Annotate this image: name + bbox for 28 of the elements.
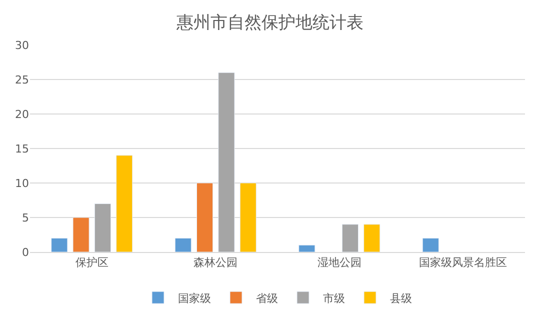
legend-label: 市级 <box>323 292 345 305</box>
bar <box>174 238 192 252</box>
legend-label: 国家级 <box>178 292 211 305</box>
y-tick-label: 25 <box>15 73 29 86</box>
legend-label: 省级 <box>256 292 278 305</box>
y-tick-label: 5 <box>22 211 29 224</box>
bar <box>196 182 214 252</box>
y-tick-label: 10 <box>15 176 29 190</box>
bar <box>342 224 358 252</box>
x-tick-label: 湿地公园 <box>317 256 362 270</box>
legend-label: 县级 <box>390 292 412 305</box>
x-tick-label: 国家级风景名胜区 <box>419 256 508 270</box>
bar <box>72 217 90 252</box>
bar <box>218 72 235 252</box>
x-tick-label: 保护区 <box>75 256 108 270</box>
y-tick-label: 30 <box>15 38 29 52</box>
bar <box>51 238 68 252</box>
y-tick-label: 15 <box>15 142 29 156</box>
y-tick-label: 0 <box>22 246 29 259</box>
bar <box>422 238 439 252</box>
bar <box>116 155 133 252</box>
bar <box>298 244 316 252</box>
bar <box>364 224 380 252</box>
y-tick-label: 20 <box>15 108 29 121</box>
bar <box>240 182 256 252</box>
x-tick-label: 森林公园 <box>194 256 238 270</box>
bar <box>94 203 111 252</box>
chart-title: 惠州市自然保护地统计表 <box>176 13 364 34</box>
